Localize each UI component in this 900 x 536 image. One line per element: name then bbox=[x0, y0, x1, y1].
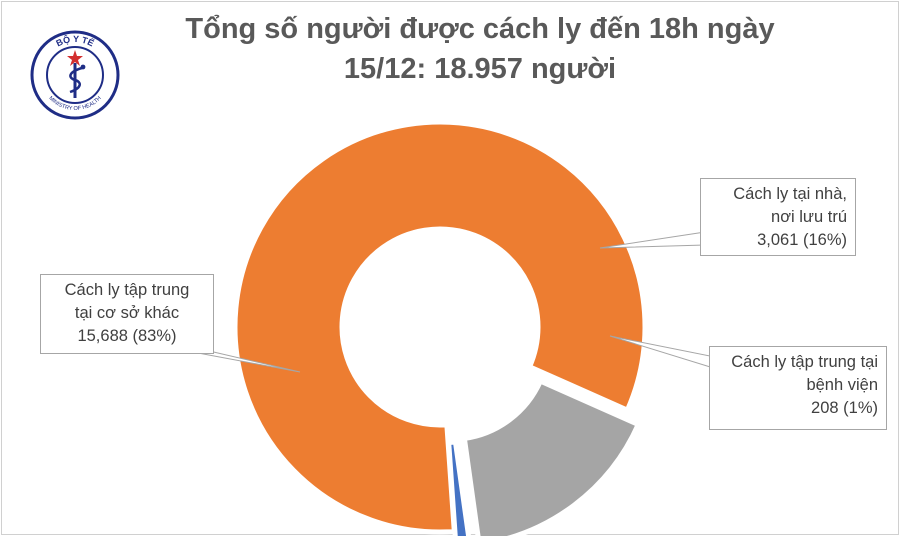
callout-1-line-1: Cách ly tại nhà, bbox=[733, 185, 847, 203]
callout-2-line-2: bệnh viện bbox=[806, 376, 878, 394]
donut-slice-1 bbox=[461, 377, 642, 536]
callout-slice-1: Cách ly tại nhà, nơi lưu trú 3,061 (16%) bbox=[700, 178, 856, 256]
callout-0-line-1: Cách ly tập trung bbox=[64, 281, 190, 299]
callout-0-line-3: 15,688 (83%) bbox=[77, 327, 177, 345]
caduceus-icon bbox=[69, 63, 86, 98]
ministry-of-health-logo-icon: BỘ Y TẾ MINISTRY OF HEALTH bbox=[30, 30, 120, 120]
callout-slice-0: Cách ly tập trung tại cơ sở khác 15,688 … bbox=[40, 274, 214, 354]
svg-text:BỘ Y TẾ: BỘ Y TẾ bbox=[54, 33, 95, 48]
callout-1-line-2: nơi lưu trú bbox=[771, 208, 847, 226]
callout-slice-2: Cách ly tập trung tại bệnh viện 208 (1%) bbox=[709, 346, 887, 430]
callout-0-line-2: tại cơ sở khác bbox=[74, 304, 180, 322]
callout-1-line-3: 3,061 (16%) bbox=[757, 231, 847, 249]
callout-2-line-1: Cách ly tập trung tại bbox=[731, 353, 878, 371]
donut-slice-0 bbox=[232, 119, 648, 535]
donut-slice-2 bbox=[446, 439, 472, 536]
chart-title-line-1: Tổng số người được cách ly đến 18h ngày bbox=[185, 13, 775, 45]
callout-2-line-3: 208 (1%) bbox=[811, 399, 878, 417]
logo-top-text: BỘ Y TẾ bbox=[54, 33, 95, 48]
chart-title-line-2: 15/12: 18.957 người bbox=[343, 53, 617, 85]
